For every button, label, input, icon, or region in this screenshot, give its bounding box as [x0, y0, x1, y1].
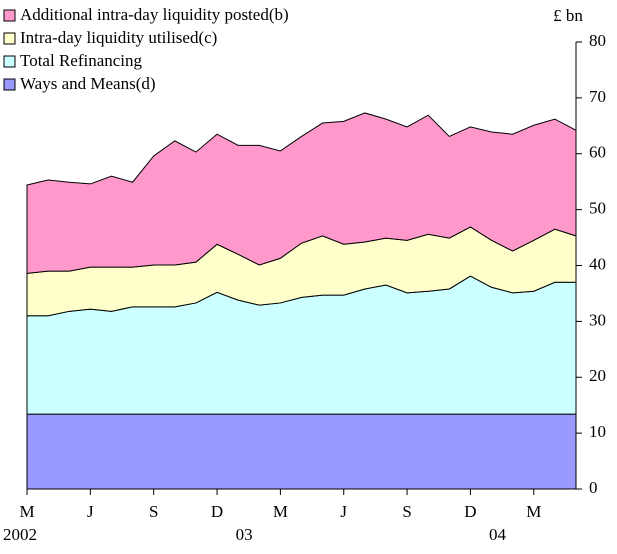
area	[26, 413, 577, 490]
legend-swatch	[3, 78, 16, 91]
y-tick-label: 0	[589, 478, 598, 497]
y-tick-label: 80	[589, 31, 606, 50]
legend-label: Ways and Means(d)	[20, 74, 156, 93]
x-tick-label: J	[340, 502, 347, 521]
legend-label: Total Refinancing	[20, 51, 143, 70]
x-tick-label: D	[211, 502, 223, 521]
y-tick-label: 30	[589, 310, 606, 329]
x-year-label: 2002	[3, 525, 37, 544]
y-tick-label: 60	[589, 143, 606, 162]
legend-label: Intra-day liquidity utilised(c)	[20, 28, 217, 47]
x-tick-label: M	[19, 502, 34, 521]
x-year-label: 04	[489, 525, 507, 544]
y-tick-label: 20	[589, 366, 606, 385]
x-tick-label: D	[464, 502, 476, 521]
legend-swatch	[3, 32, 16, 45]
legend-label: Additional intra-day liquidity posted(b)	[20, 5, 289, 24]
legend-swatch	[3, 9, 16, 22]
x-tick-label: S	[149, 502, 158, 521]
x-year-label: 03	[236, 525, 253, 544]
x-tick-label: S	[402, 502, 411, 521]
y-tick-label: 10	[589, 422, 606, 441]
legend-swatch	[3, 55, 16, 68]
x-tick-label: J	[87, 502, 94, 521]
y-tick-label: 50	[589, 199, 606, 218]
x-tick-label: M	[526, 502, 541, 521]
y-tick-label: 70	[589, 87, 606, 106]
y-tick-label: 40	[589, 254, 606, 273]
x-tick-label: M	[273, 502, 288, 521]
y-axis-label: £ bn	[553, 6, 583, 25]
